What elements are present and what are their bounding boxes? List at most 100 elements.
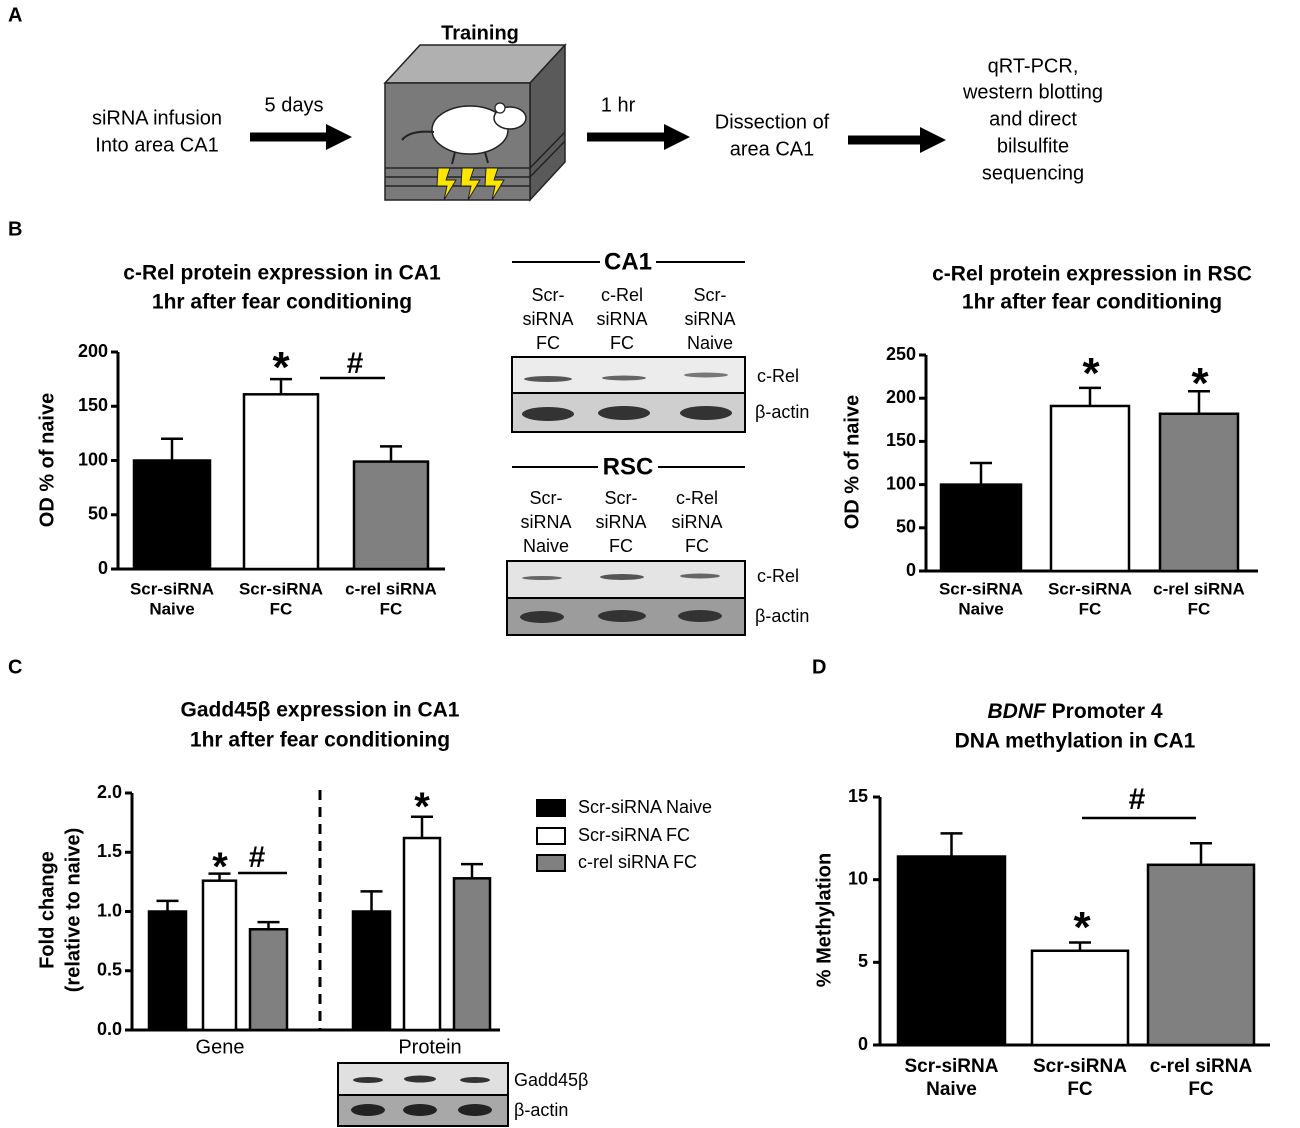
y-axis-label: Fold change bbox=[36, 851, 58, 969]
chart-title: Gadd45β expression in CA1 bbox=[181, 699, 460, 722]
x-tick-label: FC bbox=[1067, 1079, 1093, 1100]
training-label: Training bbox=[441, 22, 519, 44]
step-text: western blotting bbox=[962, 81, 1103, 103]
error-bar bbox=[156, 899, 179, 912]
bar bbox=[351, 910, 392, 1032]
x-tick-label: c-rel siRNA bbox=[1153, 579, 1245, 598]
y-tick-label: 200 bbox=[78, 341, 108, 361]
x-tick-label: Scr-siRNA bbox=[1048, 579, 1132, 598]
x-tick-label: Scr-siRNA bbox=[1033, 1056, 1127, 1077]
y-tick-label: 100 bbox=[886, 473, 916, 493]
bar bbox=[1146, 863, 1256, 1047]
lane-label: siRNA bbox=[684, 309, 735, 329]
lane-label: siRNA bbox=[520, 512, 571, 532]
x-tick-label: Scr-siRNA bbox=[905, 1056, 999, 1077]
bar bbox=[201, 879, 238, 1032]
band-label: β-actin bbox=[755, 402, 809, 422]
band-label: c-Rel bbox=[757, 366, 799, 386]
annotation: * bbox=[212, 845, 228, 889]
step-text: and direct bbox=[989, 108, 1077, 130]
lane-label: siRNA bbox=[595, 512, 646, 532]
y-tick-label: 150 bbox=[78, 395, 108, 415]
y-axis-label: % Methylation bbox=[813, 853, 835, 987]
blot-image bbox=[511, 356, 746, 433]
step-text: siRNA infusion bbox=[92, 107, 222, 129]
step-text: area CA1 bbox=[730, 138, 815, 160]
lane-label: FC bbox=[536, 333, 560, 353]
chart-title: BDNF Promoter 4 bbox=[987, 700, 1162, 723]
bar bbox=[452, 877, 492, 1032]
legend-swatch bbox=[536, 827, 566, 845]
band-label: β-actin bbox=[755, 606, 809, 626]
blot-image bbox=[506, 560, 746, 636]
step-text: sequencing bbox=[982, 162, 1084, 184]
chart-title: 1hr after fear conditioning bbox=[152, 291, 412, 314]
y-tick-label: 1.0 bbox=[97, 900, 122, 920]
training-box bbox=[383, 43, 567, 202]
x-tick-label: Scr-siRNA bbox=[130, 579, 214, 598]
y-tick-label: 150 bbox=[886, 430, 916, 450]
bar bbox=[1158, 412, 1240, 573]
lane-label: Naive bbox=[687, 333, 733, 353]
legend-label: c-rel siRNA FC bbox=[578, 852, 697, 872]
error-bar bbox=[1069, 941, 1091, 951]
annotation: * bbox=[414, 785, 430, 829]
chart-title: c-Rel protein expression in CA1 bbox=[123, 262, 441, 285]
step-text: Into area CA1 bbox=[95, 134, 218, 156]
chart-title: DNA methylation in CA1 bbox=[955, 730, 1196, 753]
y-tick-label: 0.5 bbox=[97, 960, 122, 980]
panel-letter: B bbox=[8, 218, 22, 240]
bar bbox=[352, 460, 430, 571]
chart-title: c-Rel protein expression in RSC bbox=[932, 263, 1252, 286]
annotation: * bbox=[272, 343, 290, 392]
legend-swatch bbox=[536, 854, 566, 872]
y-tick-label: 50 bbox=[88, 504, 108, 524]
bar bbox=[132, 459, 212, 571]
panel-letter: D bbox=[812, 656, 826, 678]
lane-label: Scr- bbox=[530, 488, 563, 508]
panel-letter: A bbox=[8, 4, 22, 26]
lane-label: c-Rel bbox=[676, 488, 718, 508]
lane-label: siRNA bbox=[522, 309, 573, 329]
x-tick-label: Gene bbox=[196, 1036, 245, 1058]
bar bbox=[1030, 949, 1130, 1047]
annotation: * bbox=[1073, 903, 1091, 952]
lane-label: FC bbox=[609, 536, 633, 556]
band-label: β-actin bbox=[514, 1100, 568, 1120]
band-label: Gadd45β bbox=[514, 1070, 588, 1090]
error-bar bbox=[1079, 386, 1101, 406]
legend-swatch bbox=[536, 799, 566, 817]
arrow-label: 1 hr bbox=[601, 94, 636, 116]
y-tick-label: 250 bbox=[886, 344, 916, 364]
arrow-label: 5 days bbox=[265, 94, 324, 116]
annotation: * bbox=[1191, 359, 1209, 408]
arrow bbox=[250, 124, 352, 150]
error-bar bbox=[270, 377, 292, 395]
x-tick-label: Protein bbox=[398, 1036, 461, 1058]
lane-label: Naive bbox=[523, 536, 569, 556]
lane-label: FC bbox=[610, 333, 634, 353]
error-bar bbox=[1188, 390, 1210, 414]
band-label: c-Rel bbox=[757, 566, 799, 586]
x-tick-label: c-rel siRNA bbox=[1150, 1056, 1253, 1077]
title-part: BDNF bbox=[987, 700, 1046, 723]
error-bar bbox=[411, 815, 433, 839]
panel-letter: C bbox=[8, 656, 22, 678]
y-tick-label: 50 bbox=[896, 517, 916, 537]
lane-label: c-Rel bbox=[601, 285, 643, 305]
x-tick-label: FC bbox=[1188, 1079, 1214, 1100]
error-bar bbox=[380, 445, 402, 462]
legend-label: Scr-siRNA FC bbox=[578, 825, 690, 845]
bar bbox=[147, 910, 188, 1032]
y-tick-label: 100 bbox=[78, 449, 108, 469]
y-tick-label: 0 bbox=[98, 558, 108, 578]
lane-label: FC bbox=[685, 536, 709, 556]
lane-label: siRNA bbox=[671, 512, 722, 532]
blot-title: RSC bbox=[603, 453, 654, 480]
error-bar bbox=[208, 872, 231, 881]
lane-label: Scr- bbox=[694, 285, 727, 305]
legend-label: Scr-siRNA Naive bbox=[578, 797, 712, 817]
y-axis-label: (relative to naive) bbox=[62, 828, 84, 993]
y-tick-label: 10 bbox=[848, 868, 868, 888]
y-tick-label: 0 bbox=[858, 1034, 868, 1054]
